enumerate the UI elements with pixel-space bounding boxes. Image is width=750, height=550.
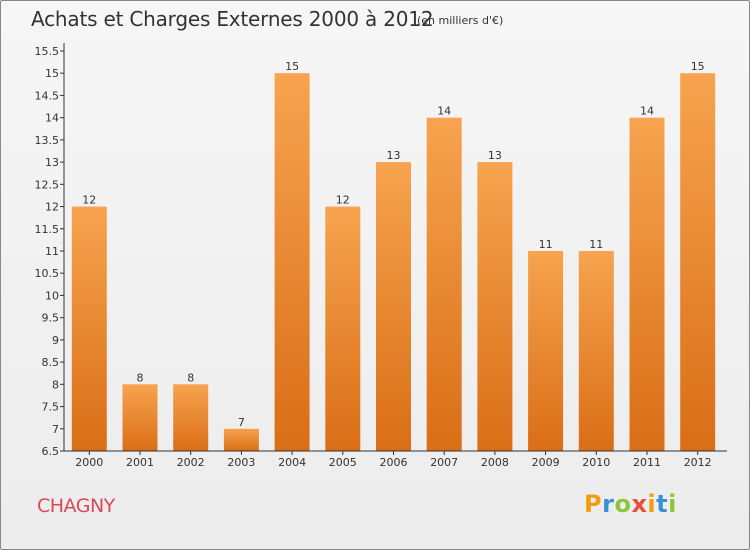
y-tick-label: 8 [52, 378, 59, 391]
x-axis-labels: 2000 2001 2002 2003 2004 2005 2006 2007 2008 2009… [75, 451, 712, 469]
y-tick-label: 12 [45, 201, 59, 214]
y-tick-label: 11.5 [35, 223, 60, 236]
x-tick-label-2000: 2000 [75, 456, 103, 469]
bar-2011 [629, 117, 665, 451]
bar-2005 [325, 206, 361, 451]
axes [63, 43, 727, 452]
y-tick-label: 9 [52, 334, 59, 347]
y-tick-label: 13 [45, 156, 59, 169]
data-label-2007: 14 [437, 105, 451, 118]
bar-2007 [426, 117, 462, 451]
bar-group [71, 73, 716, 451]
bar-2001 [122, 384, 158, 451]
data-label-2000: 12 [82, 194, 96, 207]
data-labels: 12 8 8 7 15 12 13 14 13 11 11 14 15 [82, 60, 704, 429]
logo-letter-1: r [602, 490, 615, 518]
x-tick-label-2011: 2011 [633, 456, 661, 469]
city-name: CHAGNY [37, 495, 115, 517]
x-tick-label-2012: 2012 [684, 456, 712, 469]
x-tick-label-2005: 2005 [329, 456, 357, 469]
bar-2002 [173, 384, 209, 451]
chart-title: Achats et Charges Externes 2000 à 2012 [31, 7, 434, 31]
logo-letter-3: x [631, 490, 648, 518]
y-axis-ticks: 6.5 7 7.5 8 8.5 9 9.5 10 10.5 11 11.5 12 12.5 13 13.5 1… [35, 45, 64, 458]
y-tick-label: 6.5 [42, 445, 60, 458]
y-tick-label: 13.5 [35, 134, 60, 147]
bar-2004 [274, 73, 310, 451]
bar-2003 [223, 428, 259, 451]
x-tick-label-2006: 2006 [380, 456, 408, 469]
y-tick-label: 7.5 [42, 401, 60, 414]
y-tick-label: 11 [45, 245, 59, 258]
x-tick-label-2004: 2004 [278, 456, 306, 469]
y-tick-label: 9.5 [42, 312, 60, 325]
logo-letter-5: t [656, 490, 669, 518]
x-tick-label-2001: 2001 [126, 456, 154, 469]
data-label-2003: 7 [238, 416, 245, 429]
y-tick-label: 14 [45, 112, 59, 125]
y-tick-label: 10 [45, 289, 59, 302]
y-tick-label: 15.5 [35, 45, 60, 58]
bar-2010 [578, 251, 614, 451]
y-tick-label: 10.5 [35, 267, 60, 280]
logo-letter-4: i [647, 490, 657, 518]
data-label-2006: 13 [387, 149, 401, 162]
data-label-2010: 11 [589, 238, 603, 251]
x-tick-label-2007: 2007 [430, 456, 458, 469]
bar-2009 [528, 251, 564, 451]
bar-2008 [477, 162, 513, 451]
bar-2000 [71, 206, 107, 451]
data-label-2001: 8 [137, 371, 144, 384]
data-label-2005: 12 [336, 194, 350, 207]
data-label-2009: 11 [539, 238, 553, 251]
proxiti-logo: Proxiti [584, 490, 677, 518]
bar-2006 [376, 162, 411, 451]
logo-letter-6: i [668, 490, 677, 518]
y-tick-label: 12.5 [35, 178, 60, 191]
x-tick-label-2010: 2010 [582, 456, 610, 469]
data-label-2004: 15 [285, 60, 299, 73]
data-label-2002: 8 [187, 371, 194, 384]
logo-letter-0: P [584, 490, 603, 518]
x-tick-label-2009: 2009 [532, 456, 560, 469]
logo-letter-2: o [614, 490, 632, 518]
y-tick-label: 8.5 [42, 356, 60, 369]
data-label-2011: 14 [640, 105, 654, 118]
x-tick-label-2003: 2003 [227, 456, 255, 469]
chart-subtitle: (en milliers d'€) [417, 14, 504, 27]
data-label-2008: 13 [488, 149, 502, 162]
y-tick-label: 14.5 [35, 89, 60, 102]
y-tick-label: 7 [52, 423, 59, 436]
bar-2012 [680, 73, 716, 451]
y-tick-label: 15 [45, 67, 59, 80]
data-label-2012: 15 [691, 60, 705, 73]
x-tick-label-2002: 2002 [177, 456, 205, 469]
x-tick-label-2008: 2008 [481, 456, 509, 469]
